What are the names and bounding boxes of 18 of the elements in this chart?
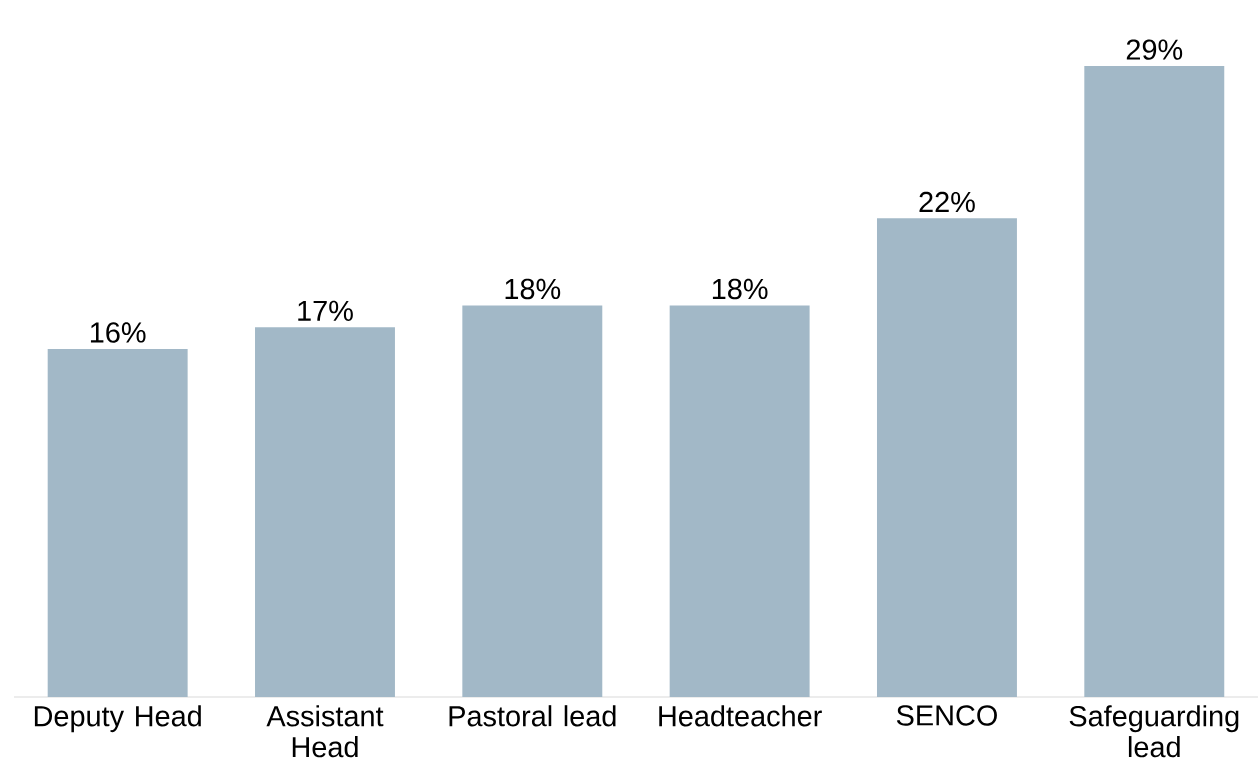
x-tick-label: Assistant Head (266, 705, 384, 758)
bar (876, 218, 1017, 697)
bar (669, 305, 810, 697)
x-tick-label: Headteacher (659, 705, 822, 727)
x-tick-label: Pastoral lead (449, 705, 616, 727)
bar (1084, 66, 1225, 697)
bar (47, 348, 188, 697)
x-tick-label: Safeguarding lead (1069, 705, 1239, 758)
data-label: 16% (90, 322, 146, 343)
data-label: 18% (712, 278, 768, 300)
bar (462, 305, 603, 697)
data-label: 22% (919, 191, 975, 213)
x-tick-label: SENCO (896, 705, 997, 726)
x-tick-label: Deputy Head (34, 705, 201, 733)
data-label: 17% (298, 300, 353, 321)
bar (255, 327, 395, 697)
data-label: 29% (1126, 39, 1183, 60)
data-label: 18% (505, 278, 561, 300)
